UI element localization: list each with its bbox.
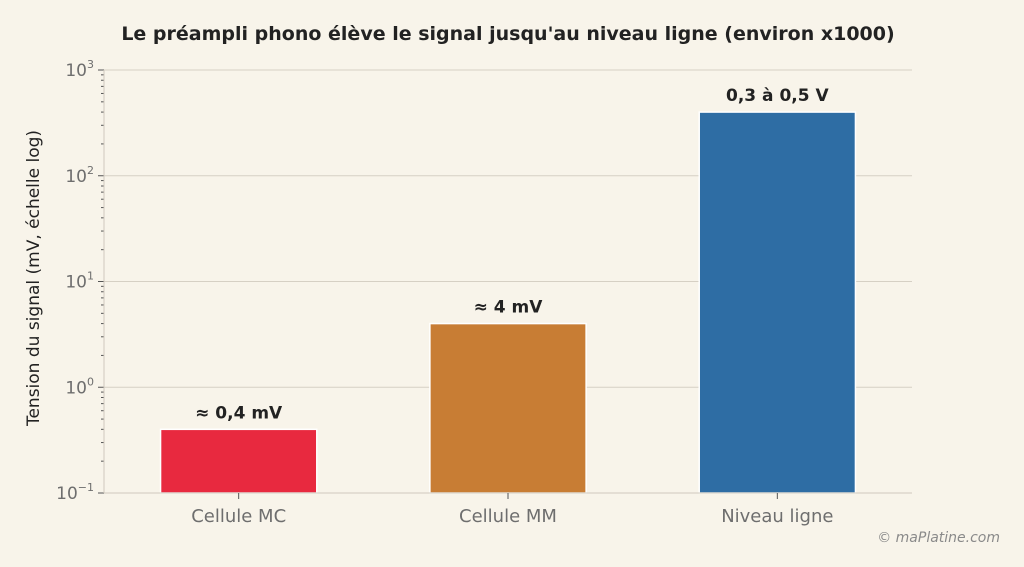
- bar-value-label: ≈ 4 mV: [474, 298, 544, 318]
- bar-1: [159, 428, 318, 494]
- x-tick-label: Cellule MM: [459, 506, 557, 527]
- x-tick-label: Cellule MC: [191, 506, 286, 527]
- y-tick-label: 10−1: [56, 481, 94, 504]
- y-axis-label: Tension du signal (mV, échelle log): [24, 130, 44, 427]
- x-tick-label: Niveau ligne: [721, 506, 833, 527]
- bar-3: [698, 111, 857, 494]
- bar-value-label: 0,3 à 0,5 V: [726, 86, 829, 106]
- chart-title: Le préampli phono élève le signal jusqu'…: [121, 23, 894, 45]
- credit-text: © maPlatine.com: [877, 530, 1000, 546]
- data-labels: ≈ 0,4 mV ≈ 4 mV 0,3 à 0,5 V: [195, 86, 829, 423]
- y-tick-label: 103: [65, 58, 94, 81]
- bar-value-label: ≈ 0,4 mV: [195, 403, 283, 423]
- axes: 10−1 100 101 102 103 Cellule MC Cellule MM Nive…: [56, 58, 912, 527]
- y-tick-label: 101: [65, 270, 94, 293]
- y-tick-label: 100: [65, 375, 94, 398]
- bar-2: [429, 322, 587, 494]
- y-tick-label: 102: [65, 164, 94, 187]
